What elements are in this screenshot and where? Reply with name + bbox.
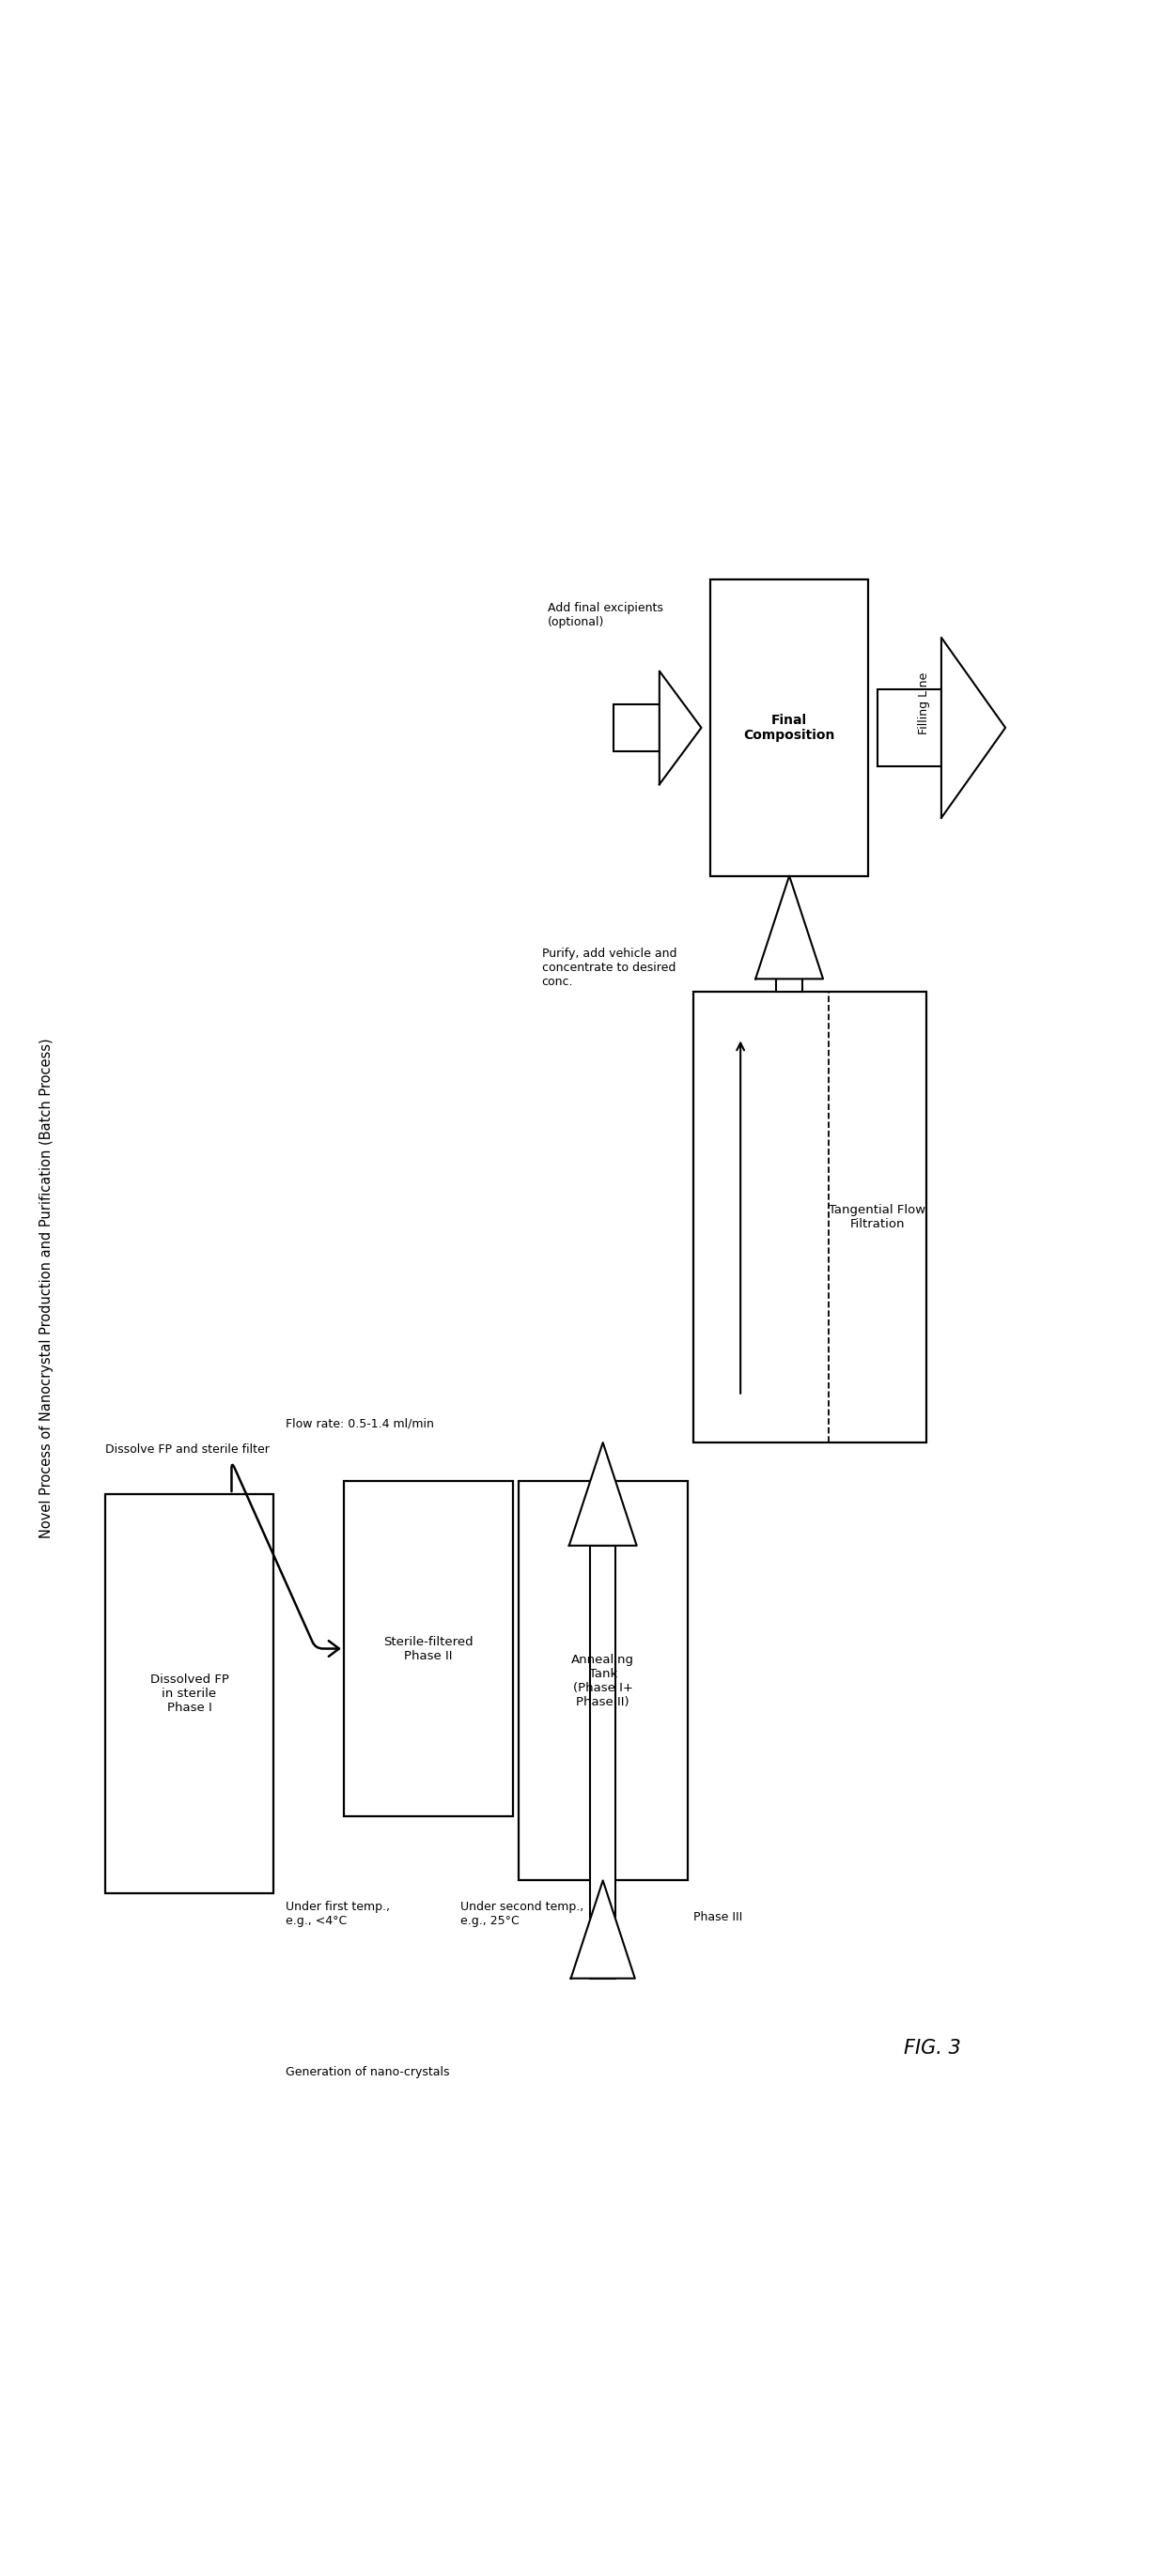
Text: Dissolved FP
in sterile
Phase I: Dissolved FP in sterile Phase I bbox=[150, 1674, 228, 1713]
Polygon shape bbox=[941, 639, 1005, 819]
Text: Filling Line: Filling Line bbox=[918, 672, 930, 734]
Polygon shape bbox=[659, 670, 701, 786]
Text: Under first temp.,
e.g., <4°C: Under first temp., e.g., <4°C bbox=[285, 1901, 390, 1927]
FancyArrowPatch shape bbox=[232, 1466, 339, 1656]
Bar bbox=[589, 1481, 615, 1546]
Text: Sterile-filtered
Phase II: Sterile-filtered Phase II bbox=[383, 1636, 473, 1662]
Bar bbox=[589, 1481, 615, 1978]
Bar bbox=[877, 690, 941, 768]
Text: Under second temp.,
e.g., 25°C: Under second temp., e.g., 25°C bbox=[460, 1901, 584, 1927]
Bar bbox=[614, 703, 659, 752]
Text: Novel Process of Nanocrystal Production and Purification (Batch Process): Novel Process of Nanocrystal Production … bbox=[40, 1038, 54, 1538]
Bar bbox=[711, 580, 868, 876]
Text: Final
Composition: Final Composition bbox=[743, 714, 835, 742]
Text: FIG. 3: FIG. 3 bbox=[904, 2038, 960, 2058]
Text: Annealing
Tank
(Phase I+
Phase II): Annealing Tank (Phase I+ Phase II) bbox=[571, 1654, 635, 1708]
Text: Generation of nano-crystals: Generation of nano-crystals bbox=[285, 2066, 450, 2079]
Polygon shape bbox=[571, 1880, 635, 1978]
Bar bbox=[518, 1481, 687, 1880]
Bar bbox=[105, 1494, 274, 1893]
Polygon shape bbox=[569, 1443, 636, 1546]
Bar bbox=[693, 992, 926, 1443]
Polygon shape bbox=[755, 876, 822, 979]
Text: Add final excipients
(optional): Add final excipients (optional) bbox=[548, 603, 663, 629]
Text: Dissolve FP and sterile filter: Dissolve FP and sterile filter bbox=[105, 1443, 269, 1455]
Text: Flow rate: 0.5-1.4 ml/min: Flow rate: 0.5-1.4 ml/min bbox=[285, 1417, 433, 1430]
Text: Phase III: Phase III bbox=[693, 1911, 742, 1924]
Bar bbox=[776, 979, 802, 992]
Text: Tangential Flow
Filtration: Tangential Flow Filtration bbox=[828, 1203, 926, 1231]
Bar bbox=[344, 1481, 513, 1816]
Text: Purify, add vehicle and
concentrate to desired
conc.: Purify, add vehicle and concentrate to d… bbox=[542, 948, 677, 989]
